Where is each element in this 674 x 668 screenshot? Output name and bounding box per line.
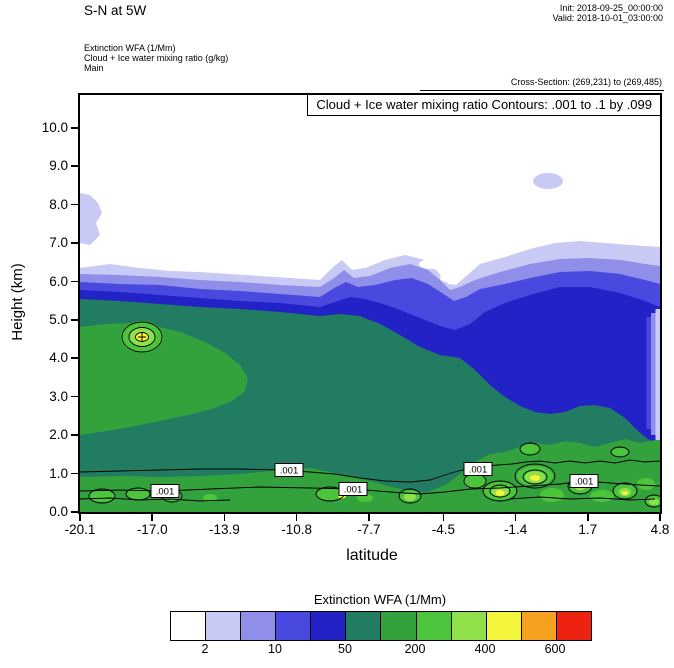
y-tick-label: 1.0 [49,465,68,481]
svg-text:.001: .001 [344,485,363,496]
x-axis-label: latitude [346,547,398,564]
colorbar-cell [521,612,557,640]
y-tick-label: 0.0 [49,504,68,519]
contour-labels: .001 .001 .001 .001 .001 [150,462,599,498]
field-name-extinction: Extinction WFA (1/Mm) [84,43,176,53]
x-tick-mark [151,514,153,521]
y-tick-label: 3.0 [49,388,68,404]
svg-text:.001: .001 [156,487,175,498]
contour-label: .001 [150,484,180,498]
contour-label: .001 [463,462,493,476]
y-tick-label: 6.0 [49,273,68,289]
y-tick-mark [71,319,78,321]
x-tick-mark [79,514,81,521]
cross-section-canvas: .001 .001 .001 .001 .001 [80,173,660,512]
y-tick-label: 5.0 [49,312,68,327]
y-tick-label: 9.0 [49,158,68,174]
filled-contours [80,173,660,512]
colorbar-tick-label: 400 [474,642,496,656]
x-tick-mark [295,514,298,521]
cross-section-label: Cross-Section: (269,231) to (269,485) [510,77,662,87]
page-title: S-N at 5W [84,3,147,18]
x-tick-label: -17.0 [136,522,168,537]
colorbar-cell [206,612,242,640]
colorbar-title: Extinction WFA (1/Mm) [313,592,447,607]
colorbar-tick-label: 50 [338,642,352,656]
colorbar-cell [486,612,522,640]
y-tick-mark [71,395,78,398]
colorbar-cell [241,612,277,640]
colorbar-cell [346,612,382,640]
y-tick-label: 2.0 [49,427,68,443]
svg-text:.001: .001 [280,466,299,477]
contour-label: .001 [274,463,304,477]
plot-area: .001 .001 .001 .001 .001 Cloud + Ice wat… [78,93,662,514]
x-tick-mark [368,514,370,521]
x-tick-label: -7.7 [357,522,381,537]
y-tick-mark [71,472,78,475]
colorbar-cell [556,612,591,640]
y-tick-mark [71,203,78,206]
y-tick-mark [71,242,78,244]
colorbar-cell [416,612,452,640]
colorbar-tick-label: 2 [201,642,209,656]
colorbar-cell [311,612,347,640]
x-tick-mark [442,514,445,521]
x-tick-label: -13.9 [209,522,240,537]
x-tick-label: 4.8 [650,522,670,537]
y-tick-label: 10.0 [41,120,68,135]
y-tick-mark [71,165,78,167]
y-tick-label: 7.0 [49,235,68,251]
init-time: Init: 2018-09-25_00:00:00 [559,3,663,13]
y-tick-mark [71,511,78,513]
colorbar-tick-label: 600 [544,642,566,656]
x-tick-mark [223,514,226,521]
y-tick-mark [71,357,78,359]
colorbar-cell [381,612,417,640]
x-tick-label: -20.1 [64,522,96,537]
colorbar-tick-label: 200 [404,642,426,656]
x-tick-label: -4.5 [431,522,455,537]
extinction-maximum-marker [121,321,163,353]
x-tick-label: 1.7 [578,522,598,537]
model-domain-label: Main [84,63,104,73]
x-tick-label: -10.8 [281,522,313,537]
field-name-cloud-ice: Cloud + Ice water mixing ratio (g/kg) [84,53,229,63]
y-axis-label: Height (km) [9,263,26,341]
x-tick-mark [514,514,517,521]
colorbar [170,611,592,641]
y-tick-label: 4.0 [49,350,68,366]
y-tick-label: 8.0 [49,196,68,212]
x-tick-mark [587,514,589,521]
valid-time: Valid: 2018-10-01_03:00:00 [552,13,663,23]
svg-text:.001: .001 [469,465,488,476]
colorbar-tick-label: 10 [268,642,282,656]
colorbar-cell [276,612,312,640]
svg-text:.001: .001 [575,477,594,488]
y-tick-mark [71,434,78,436]
x-tick-label: -1.4 [503,522,528,537]
contour-label: .001 [338,482,368,496]
y-tick-mark [71,127,78,129]
contour-label: .001 [569,474,599,488]
y-tick-mark [71,280,78,283]
cross-section-underline [420,90,664,91]
x-tick-mark [659,514,661,521]
contour-note: Cloud + Ice water mixing ratio Contours:… [307,95,660,116]
colorbar-cell [171,612,207,640]
colorbar-cell [451,612,487,640]
